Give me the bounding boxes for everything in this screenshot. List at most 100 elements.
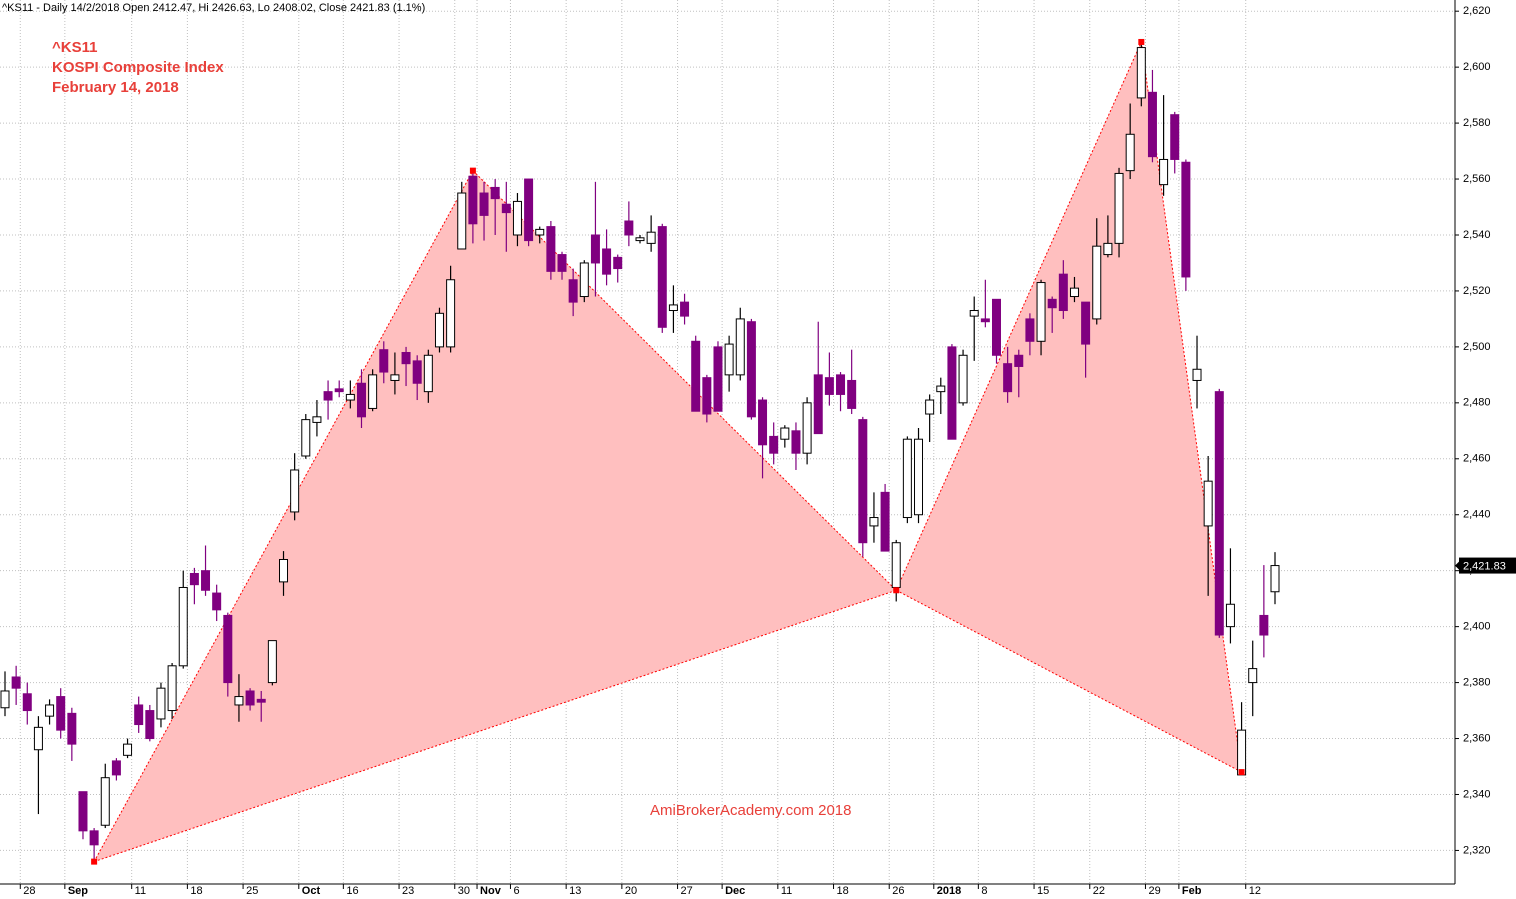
pattern-leg: [1140, 41, 1243, 773]
annotation: KOSPI Composite Index: [52, 59, 224, 76]
candle-body: [524, 178, 534, 242]
candle-body: [0, 690, 10, 709]
x-tick-label: 28: [23, 885, 35, 897]
candle-body: [858, 419, 868, 544]
y-tick-label: 2,460: [1463, 453, 1491, 465]
watermark: AmiBrokerAcademy.com 2018: [650, 802, 851, 819]
pattern: [93, 41, 1243, 863]
candle-body: [1014, 354, 1024, 367]
candle-body: [602, 248, 612, 275]
candle-body: [234, 696, 244, 706]
candle-body: [390, 374, 400, 381]
candle-body: [880, 491, 890, 552]
candle-body: [457, 192, 467, 250]
x-tick-label: 26: [892, 885, 904, 897]
candle-body: [134, 704, 144, 726]
candle-body: [691, 340, 701, 412]
candle-body: [312, 416, 322, 423]
candle-body: [668, 304, 678, 312]
x-tick-label: 25: [246, 885, 258, 897]
x-tick-label: Oct: [302, 885, 321, 897]
candle-body: [1248, 668, 1258, 684]
candle-body: [836, 374, 846, 395]
x-tick-label: Dec: [725, 885, 745, 897]
candle-body: [167, 665, 177, 712]
candle-body: [635, 237, 645, 242]
candle-body: [936, 385, 946, 393]
candle-body: [557, 254, 567, 272]
candle-body: [1036, 282, 1046, 342]
candle-body: [1136, 47, 1146, 99]
x-tick-label: 18: [837, 885, 849, 897]
candle-body: [245, 690, 255, 706]
pattern-point: [1238, 769, 1245, 776]
candle-body: [1114, 172, 1124, 244]
candle-body: [702, 377, 712, 415]
x-tick-label: 13: [569, 885, 581, 897]
candle-body: [780, 427, 790, 440]
y-tick-label: 2,380: [1463, 676, 1491, 688]
candle-body: [267, 640, 277, 684]
annotation: ^KS11: [52, 39, 97, 56]
header: ^KS11 - Daily 14/2/2018 Open 2412.47, Hi…: [2, 2, 425, 14]
candle-body: [479, 192, 489, 216]
x-tick-label: 22: [1093, 885, 1105, 897]
candle-body: [724, 343, 734, 376]
candle-body: [512, 200, 522, 236]
candle-body: [22, 693, 32, 712]
candle-body: [802, 402, 812, 454]
last-price-box: [1459, 557, 1516, 574]
pattern-leg: [472, 170, 897, 591]
candle-body: [67, 712, 77, 745]
x-tick-label: 30: [458, 885, 470, 897]
candle-body: [925, 399, 935, 415]
candle-body: [1181, 161, 1191, 278]
pattern-leg: [93, 170, 474, 862]
candle-body: [423, 354, 433, 393]
candle-body: [646, 231, 656, 244]
candle-body: [769, 435, 779, 454]
candle-body: [1125, 133, 1135, 172]
candle-body: [412, 360, 422, 384]
candle-body: [1047, 298, 1057, 309]
y-tick-label: 2,600: [1463, 61, 1491, 73]
pattern-point: [91, 858, 98, 865]
candle-body: [980, 318, 990, 323]
candle-body: [1237, 729, 1247, 776]
candle-body: [1103, 242, 1113, 256]
pattern-area: [896, 41, 1242, 773]
candle-body: [156, 687, 166, 720]
candle-body: [446, 279, 456, 348]
x-tick-label: Feb: [1182, 885, 1202, 897]
candle-body: [746, 321, 756, 418]
pattern-area: [94, 170, 897, 862]
y-tick-label: 2,400: [1463, 621, 1491, 633]
pattern-point: [1138, 38, 1145, 45]
x-tick-label: 20: [625, 885, 637, 897]
candle-body: [1214, 391, 1224, 636]
candle-body: [1069, 287, 1079, 298]
x-tick-label: 29: [1148, 885, 1160, 897]
candle-body: [89, 830, 99, 846]
candle-body: [902, 438, 912, 519]
x-tick-label: 6: [513, 885, 519, 897]
candle-body: [223, 614, 233, 684]
x-tick-label: 15: [1037, 885, 1049, 897]
candle-body: [201, 570, 211, 591]
candle-body: [1203, 480, 1213, 527]
candle-body: [824, 377, 834, 395]
x-tick-label: 16: [346, 885, 358, 897]
candle-body: [758, 399, 768, 446]
last-price-label: 2,421.83: [1463, 560, 1506, 572]
x-tick-label: Nov: [480, 885, 502, 897]
pattern-leg: [93, 589, 897, 863]
y-tick-label: 2,480: [1463, 397, 1491, 409]
candle-body: [546, 226, 556, 272]
candle-body: [1270, 565, 1280, 593]
candle-body: [145, 710, 155, 740]
candle-body: [568, 279, 578, 303]
candle-body: [290, 469, 300, 513]
candle-body: [323, 391, 333, 401]
candle-body: [468, 175, 478, 225]
